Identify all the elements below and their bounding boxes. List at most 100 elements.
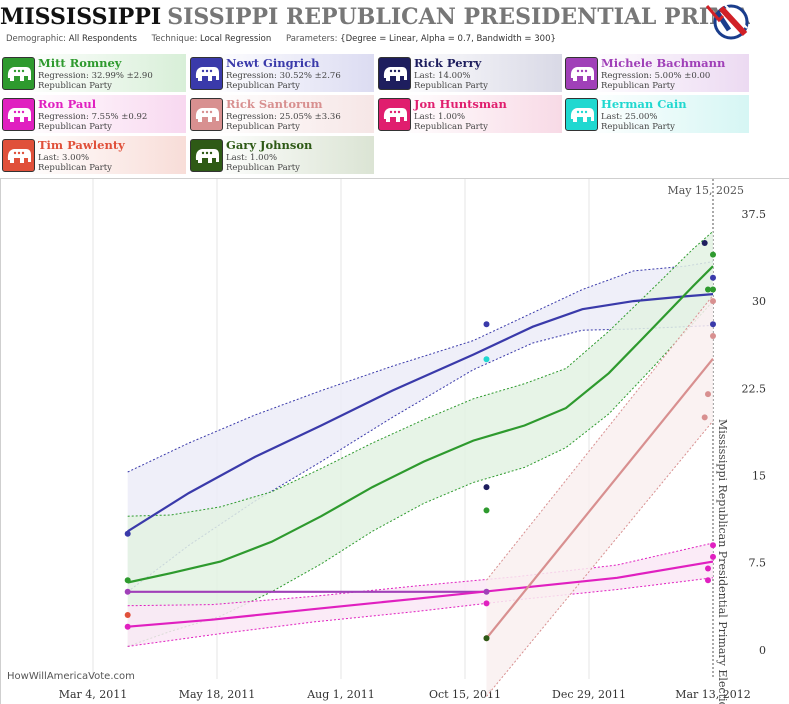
series-line bbox=[127, 265, 714, 584]
candidate-card: Tim Pawlenty Last: 3.00% Republican Party bbox=[0, 136, 186, 174]
elephant-icon bbox=[2, 139, 35, 172]
poll-point bbox=[124, 612, 131, 618]
candidate-name: Rick Perry bbox=[414, 56, 482, 70]
candidate-party: Republican Party bbox=[38, 122, 112, 132]
poll-point bbox=[705, 577, 711, 584]
candidate-card: Mitt Romney Regression: 32.99% ±2.90 Repub… bbox=[0, 54, 186, 92]
candidate-party: Republican Party bbox=[226, 81, 300, 91]
candidate-party: Republican Party bbox=[601, 81, 675, 91]
candidate-card: Michele Bachmann Regression: 5.00% ±0.00 R… bbox=[563, 54, 749, 92]
poll-point bbox=[701, 414, 708, 421]
candidate-card: Ron Paul Regression: 7.55% ±0.92 Republica… bbox=[0, 95, 186, 133]
poll-point bbox=[705, 391, 711, 398]
candidate-name: Jon Huntsman bbox=[414, 97, 507, 111]
poll-point bbox=[483, 484, 490, 491]
confidence-band bbox=[127, 543, 713, 647]
poll-point bbox=[483, 600, 490, 607]
x-tick-label: May 18, 2011 bbox=[179, 688, 256, 701]
poll-point bbox=[710, 553, 716, 560]
candidate-stat: Last: 3.00% bbox=[38, 153, 90, 163]
demographic-value: All Respondents bbox=[68, 34, 137, 44]
candidate-party: Republican Party bbox=[226, 163, 300, 173]
elephant-icon bbox=[2, 57, 35, 90]
candidate-card: Newt Gingrich Regression: 30.52% ±2.76 Rep… bbox=[188, 54, 374, 92]
technique-key: Technique: bbox=[151, 34, 198, 44]
credit-label: HowWillAmericaVote.com bbox=[7, 671, 135, 682]
poll-point bbox=[124, 623, 131, 630]
candidate-card: Gary Johnson Last: 1.00% Republican Party bbox=[188, 136, 374, 174]
title-bar: MISSISSIPPI SISSIPPI REPUBLICAN PRESIDENT… bbox=[0, 4, 750, 34]
poll-point bbox=[710, 251, 716, 258]
confidence-band bbox=[127, 231, 713, 647]
y-tick-label: 30 bbox=[752, 295, 766, 308]
elephant-icon bbox=[2, 98, 35, 131]
parameters-value: {Degree = Linear, Alpha = 0.7, Bandwidth… bbox=[340, 34, 556, 44]
technique-value: Local Regression bbox=[200, 34, 272, 44]
candidate-legend: Mitt Romney Regression: 32.99% ±2.90 Repub… bbox=[0, 52, 789, 176]
candidate-stat: Last: 14.00% bbox=[414, 71, 471, 81]
y-tick-label: 37.5 bbox=[742, 208, 767, 221]
x-tick-label: Aug 1, 2011 bbox=[306, 688, 375, 701]
candidate-stat: Regression: 32.99% ±2.90 bbox=[38, 71, 153, 81]
candidate-name: Ron Paul bbox=[38, 97, 97, 111]
x-tick-label: Dec 29, 2011 bbox=[552, 688, 626, 701]
series-line bbox=[127, 560, 714, 628]
band-upper-line bbox=[127, 542, 714, 607]
parameters-key: Parameters: bbox=[285, 34, 338, 44]
candidate-name: Mitt Romney bbox=[38, 56, 122, 70]
y-tick-label: 0 bbox=[759, 644, 766, 657]
candidate-name: Tim Pawlenty bbox=[38, 138, 125, 152]
poll-point bbox=[124, 588, 131, 595]
elephant-icon bbox=[190, 139, 223, 172]
candidate-stat: Last: 1.00% bbox=[414, 112, 466, 122]
poll-point bbox=[710, 286, 716, 293]
poll-point bbox=[483, 588, 490, 595]
candidate-name: Rick Santorum bbox=[226, 97, 323, 111]
x-tick-label: Mar 4, 2011 bbox=[59, 688, 128, 701]
series-line bbox=[485, 358, 714, 639]
band-lower-line bbox=[486, 420, 714, 697]
current-date-label: May 15, 2025 bbox=[667, 184, 744, 197]
poll-point bbox=[701, 240, 708, 246]
chart-frame: Mar 4, 2011 May 18, 2011 Aug 1, 2011 Oct 15… bbox=[0, 178, 789, 704]
poll-point bbox=[483, 635, 490, 642]
regression-chart: Mar 4, 2011 May 18, 2011 Aug 1, 2011 Oct 15… bbox=[7, 179, 767, 704]
elephant-icon bbox=[565, 57, 598, 90]
elephant-icon bbox=[565, 98, 598, 131]
elephant-icon bbox=[190, 57, 223, 90]
candidate-name: Herman Cain bbox=[601, 97, 687, 111]
candidate-party: Republican Party bbox=[226, 122, 300, 132]
band-lower-line bbox=[127, 577, 714, 647]
candidate-stat: Last: 1.00% bbox=[226, 153, 278, 163]
x-tick-label: Oct 15, 2011 bbox=[429, 688, 501, 701]
candidate-party: Republican Party bbox=[38, 163, 112, 173]
band-upper-line bbox=[127, 230, 714, 517]
y-tick-label: 15 bbox=[752, 470, 766, 483]
demographic-key: Demographic: bbox=[6, 34, 67, 44]
election-label: Mississippi Republican Presidential Prim… bbox=[716, 419, 729, 704]
poll-point bbox=[483, 507, 490, 514]
series-line bbox=[127, 293, 714, 533]
page-title: SISSIPPI REPUBLICAN PRESIDENTIAL PRIMARY… bbox=[167, 4, 750, 30]
poll-point bbox=[124, 530, 131, 537]
candidate-name: Newt Gingrich bbox=[226, 56, 320, 70]
confidence-band bbox=[486, 295, 713, 697]
band-upper-line bbox=[486, 294, 714, 581]
x-tick-label: Mar 13, 2012 bbox=[675, 688, 751, 701]
y-tick-label: 22.5 bbox=[742, 382, 767, 395]
elephant-icon bbox=[190, 98, 223, 131]
parameters-row: Demographic: All Respondents Technique: … bbox=[6, 34, 568, 44]
poll-point bbox=[483, 321, 490, 328]
poll-point bbox=[710, 542, 716, 549]
poll-point bbox=[124, 577, 131, 584]
page-title-state: MISSISSIPPI bbox=[0, 4, 162, 30]
candidate-card: Herman Cain Last: 25.00% Republican Party bbox=[563, 95, 749, 133]
candidate-party: Republican Party bbox=[38, 81, 112, 91]
candidate-party: Republican Party bbox=[414, 81, 488, 91]
elephant-icon bbox=[378, 98, 411, 131]
candidate-stat: Regression: 30.52% ±2.76 bbox=[226, 71, 341, 81]
poll-point bbox=[710, 333, 716, 339]
poll-point bbox=[710, 321, 716, 328]
poll-point bbox=[705, 565, 711, 572]
poll-point bbox=[710, 274, 716, 281]
